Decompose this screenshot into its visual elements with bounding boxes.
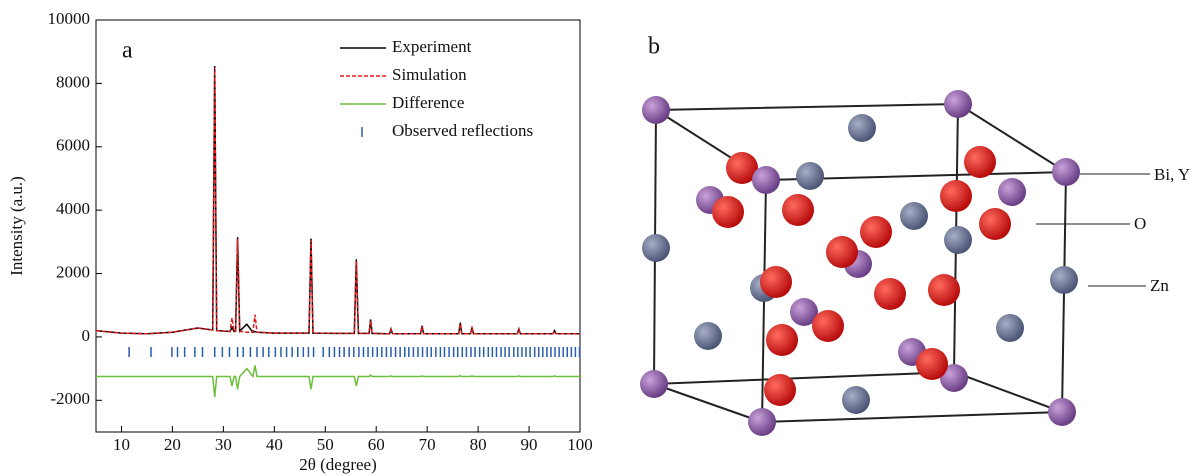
- x-axis-label: 2θ (degree): [299, 455, 377, 474]
- data-line: [95, 65, 580, 335]
- atom: [916, 348, 948, 380]
- atom: [900, 202, 928, 230]
- atom: [848, 114, 876, 142]
- atom: [1052, 158, 1080, 186]
- atom: [796, 162, 824, 190]
- x-tick-label: 100: [567, 435, 593, 454]
- atom: [940, 364, 968, 392]
- x-tick-label: 80: [470, 435, 487, 454]
- plot-frame: [95, 19, 581, 433]
- legend-label: Simulation: [392, 65, 467, 84]
- x-tick-label: 60: [368, 435, 385, 454]
- atom: [996, 314, 1024, 342]
- y-tick-label: 2000: [56, 262, 90, 281]
- atom: [764, 374, 796, 406]
- atom: [760, 266, 792, 298]
- atom-label: O: [1134, 214, 1146, 233]
- y-tick-label: 10000: [48, 9, 91, 28]
- legend-label: Observed reflections: [392, 121, 533, 140]
- atom: [964, 146, 996, 178]
- atom: [826, 236, 858, 268]
- atom: [944, 90, 972, 118]
- y-tick-label: 0: [82, 326, 91, 345]
- y-tick-label: 8000: [56, 72, 90, 91]
- atom: [998, 178, 1026, 206]
- atom: [1050, 266, 1078, 294]
- atom: [712, 196, 744, 228]
- atom: [642, 96, 670, 124]
- atom: [874, 278, 906, 310]
- atom: [748, 408, 776, 436]
- atoms: [640, 90, 1080, 436]
- data-line: [96, 365, 580, 398]
- data-line: [95, 67, 580, 335]
- atom: [766, 324, 798, 356]
- atom: [928, 274, 960, 306]
- atom-label: Zn: [1150, 276, 1169, 295]
- atom: [640, 370, 668, 398]
- atom: [940, 180, 972, 212]
- x-tick-label: 10: [113, 435, 130, 454]
- atom: [812, 310, 844, 342]
- atom: [782, 194, 814, 226]
- x-tick-label: 70: [419, 435, 436, 454]
- y-tick-label: 4000: [56, 199, 90, 218]
- y-tick-label: -2000: [50, 389, 90, 408]
- atom: [979, 208, 1011, 240]
- atom: [726, 152, 758, 184]
- atom: [694, 322, 722, 350]
- atom: [790, 298, 818, 326]
- atom: [944, 226, 972, 254]
- atom-label: Bi, Y: [1154, 165, 1190, 184]
- x-tick-label: 30: [215, 435, 232, 454]
- x-tick-label: 40: [266, 435, 283, 454]
- x-tick-label: 90: [521, 435, 538, 454]
- atom: [842, 386, 870, 414]
- atom: [752, 166, 780, 194]
- x-tick-label: 20: [164, 435, 181, 454]
- x-tick-label: 50: [317, 435, 334, 454]
- panel-label: a: [122, 38, 133, 64]
- legend-label: Experiment: [392, 37, 472, 56]
- unit-cell: [652, 102, 1150, 424]
- atom: [642, 234, 670, 262]
- y-tick-label: 6000: [56, 136, 90, 155]
- panel-label: b: [648, 34, 660, 60]
- y-axis-label: Intensity (a.u.): [7, 176, 26, 276]
- atom: [860, 216, 892, 248]
- legend-label: Difference: [392, 93, 464, 112]
- atom: [1048, 398, 1076, 426]
